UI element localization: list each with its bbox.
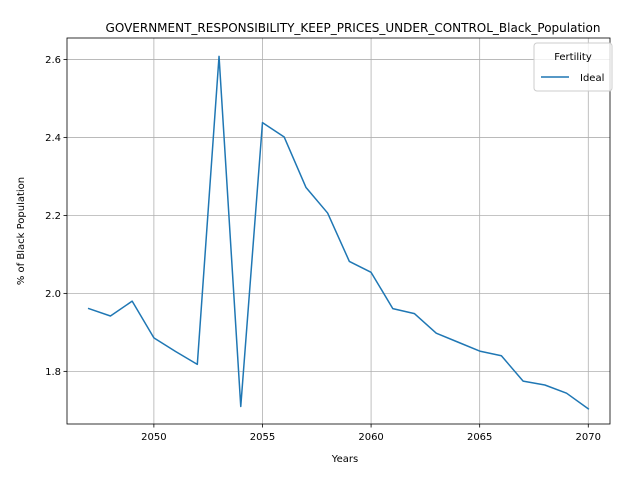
x-tick-label: 2065	[467, 432, 492, 443]
x-tick-label: 2050	[141, 432, 166, 443]
legend-label-ideal: Ideal	[580, 73, 604, 84]
legend-title: Fertility	[554, 52, 592, 63]
series-layer	[87, 55, 590, 410]
y-axis-label: % of Black Population	[16, 177, 27, 285]
chart-title: GOVERNMENT_RESPONSIBILITY_KEEP_PRICES_UN…	[106, 21, 601, 35]
y-tick-label: 2.6	[45, 55, 61, 66]
legend-box	[533, 42, 613, 92]
plot-frame	[66, 37, 611, 425]
y-tick-label: 2.0	[45, 289, 61, 300]
x-axis-ticks: 2050 2055 2060 2065 2070	[141, 424, 601, 443]
legend: Fertility Ideal	[533, 42, 613, 92]
y-axis-ticks: 1.8 2.0 2.2 2.4 2.6	[45, 55, 67, 378]
y-tick-label: 2.4	[45, 133, 61, 144]
x-axis-label: Years	[331, 454, 358, 465]
y-tick-label: 2.2	[45, 211, 61, 222]
x-tick-label: 2060	[358, 432, 383, 443]
x-tick-label: 2055	[250, 432, 275, 443]
series-line-ideal	[87, 55, 590, 410]
y-tick-label: 1.8	[45, 367, 61, 378]
grid	[67, 38, 610, 424]
x-tick-label: 2070	[576, 432, 601, 443]
